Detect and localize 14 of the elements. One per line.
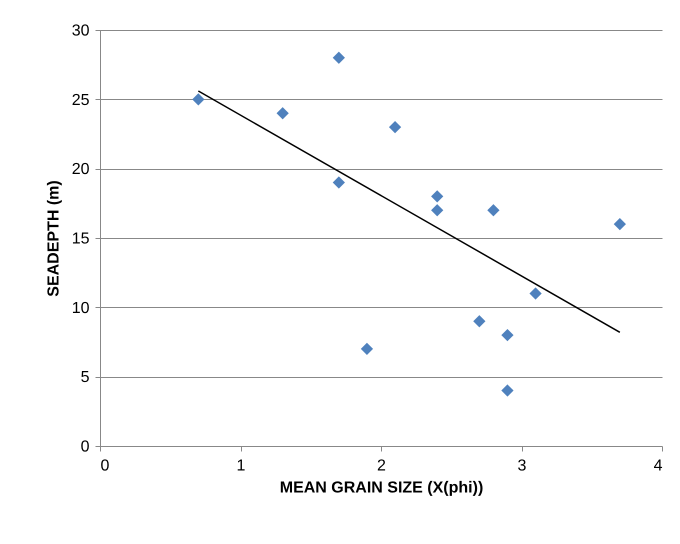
x-tick-label: 2 — [377, 458, 386, 474]
x-axis-title: MEAN GRAIN SIZE (X(phi)) — [280, 480, 484, 496]
y-tick-label: 10 — [72, 300, 90, 317]
y-axis-title: SEADEPTH (m) — [46, 180, 63, 297]
y-tick-label: 20 — [72, 161, 90, 178]
x-tick-label: 0 — [100, 458, 110, 474]
x-tick-label: 1 — [236, 458, 246, 474]
y-tick-label: 25 — [72, 92, 90, 109]
y-tick-label: 30 — [72, 22, 90, 40]
y-tick-label: 5 — [80, 369, 90, 386]
y-tick-label: 15 — [72, 230, 90, 248]
y-tick-label: 0 — [80, 438, 90, 456]
x-tick-label: 3 — [518, 458, 527, 474]
x-tick-label: 4 — [654, 458, 663, 474]
